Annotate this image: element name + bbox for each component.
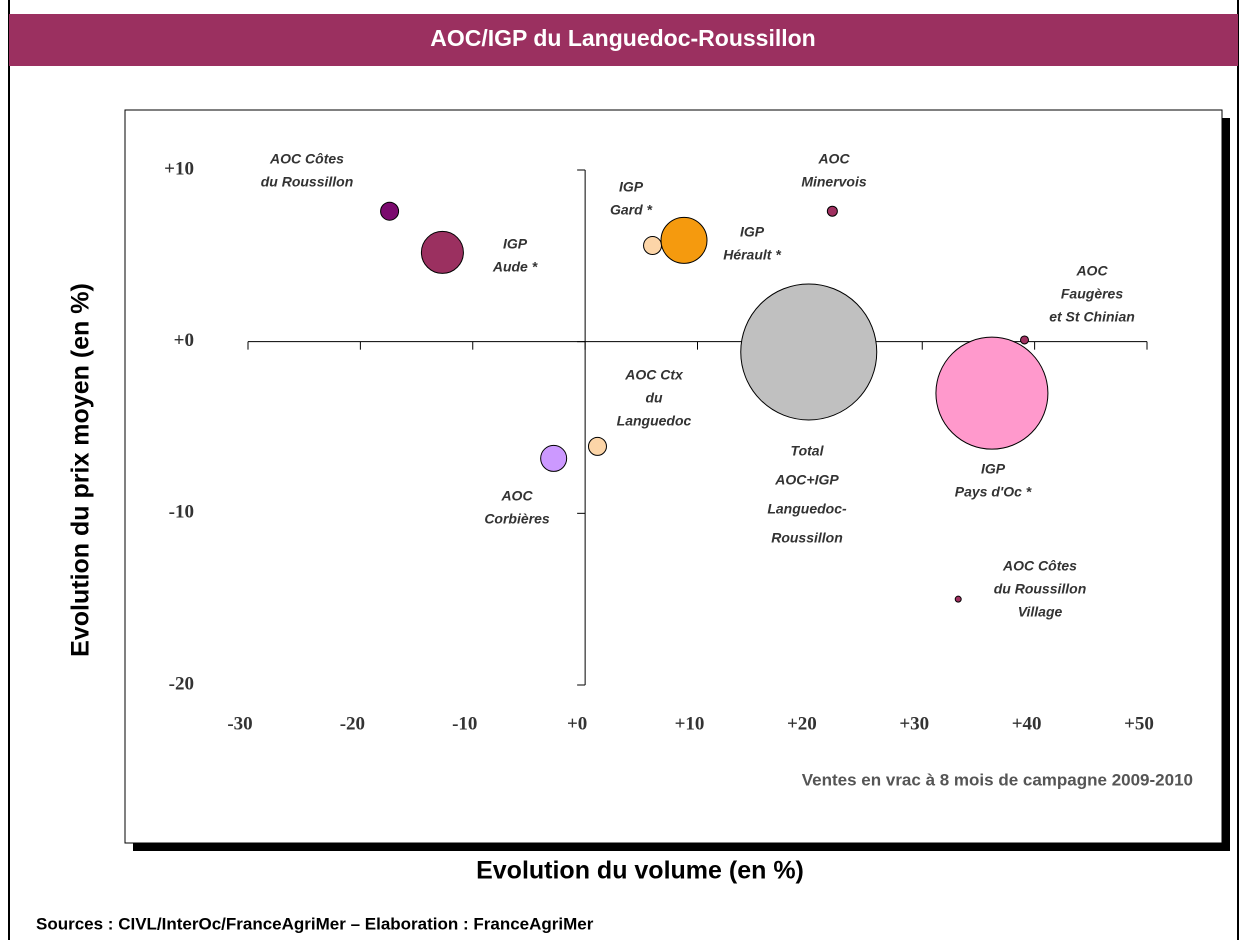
point-label: AOC Ctx — [624, 367, 684, 383]
bubble — [540, 444, 568, 472]
bubble — [380, 201, 400, 221]
point-label: IGP — [740, 224, 765, 240]
y-tick-label: +0 — [174, 330, 194, 351]
point-label: AOC Côtes — [1002, 558, 1077, 574]
bubble — [740, 283, 878, 421]
point-label: AOC+IGP — [774, 472, 839, 488]
point-label: du — [645, 390, 663, 406]
y-tick-label: -10 — [169, 502, 194, 523]
point-label: IGP — [503, 236, 528, 252]
point-label: Hérault * — [723, 247, 781, 263]
point-label: Pays d'Oc * — [955, 484, 1032, 500]
x-tick-label: +0 — [567, 713, 587, 734]
x-tick-label: +10 — [675, 713, 705, 734]
bubble — [420, 230, 464, 274]
point-label: du Roussillon — [261, 174, 354, 190]
point-label: Total — [791, 443, 825, 459]
bubble — [935, 336, 1049, 450]
annotation: Ventes en vrac à 8 mois de campagne 2009… — [802, 770, 1193, 789]
point-label: du Roussillon — [994, 581, 1087, 597]
x-tick-label: +50 — [1124, 713, 1154, 734]
point-label: Corbières — [484, 511, 550, 527]
bubble — [1020, 335, 1030, 345]
point-label: Village — [1018, 604, 1063, 620]
x-tick-label: +30 — [899, 713, 929, 734]
x-tick-label: +20 — [787, 713, 817, 734]
point-label: IGP — [981, 461, 1006, 477]
y-axis-label: Evolution du prix moyen (en %) — [67, 283, 95, 657]
x-tick-label: -30 — [227, 713, 252, 734]
title-bar — [9, 14, 1238, 66]
point-label: AOC — [500, 488, 533, 504]
bubble — [660, 216, 708, 264]
x-tick-label: +40 — [1012, 713, 1042, 734]
y-tick-label: +10 — [164, 158, 194, 179]
point-label: AOC Côtes — [269, 151, 344, 167]
point-label: Gard * — [610, 202, 653, 218]
bubble — [954, 595, 962, 603]
bubble — [826, 205, 838, 217]
bubble — [643, 236, 663, 256]
point-label: Languedoc- — [767, 501, 847, 517]
point-label: Faugères — [1061, 286, 1123, 302]
point-label: Aude * — [492, 259, 538, 275]
point-label: IGP — [619, 179, 644, 195]
x-axis-label: Evolution du volume (en %) — [476, 857, 804, 885]
point-label: Minervois — [801, 174, 867, 190]
source: Sources : CIVL/InterOc/FranceAgriMer – E… — [36, 914, 594, 933]
point-label: et St Chinian — [1049, 309, 1135, 325]
x-tick-label: -10 — [452, 713, 477, 734]
point-label: AOC — [817, 151, 850, 167]
y-tick-label: -20 — [169, 673, 194, 694]
bubble — [587, 436, 607, 456]
point-label: Languedoc — [617, 413, 692, 429]
x-tick-label: -20 — [340, 713, 365, 734]
chart-title: AOC/IGP du Languedoc-Roussillon — [430, 25, 815, 51]
point-label: AOC — [1075, 263, 1108, 279]
point-label: Roussillon — [771, 530, 843, 546]
